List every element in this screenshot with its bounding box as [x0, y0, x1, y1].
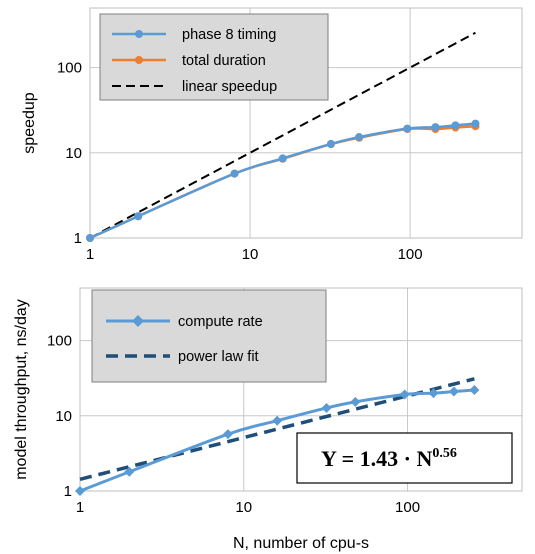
top-y-tick-label: 1 [74, 230, 82, 247]
legend-label-phase8: phase 8 timing [182, 27, 276, 43]
legend-marker-phase8 [135, 30, 143, 38]
top-tick-labels: 1 10 100 1 10 100 [57, 60, 423, 263]
bottom-series-layer [75, 377, 480, 496]
legend-label-powerlaw: power law fit [178, 349, 259, 365]
data-point-compute-rate [222, 429, 233, 440]
equation-box-frame [296, 432, 513, 484]
series-line-compute-rate [79, 388, 475, 493]
bot-y-tick-label: 1 [64, 483, 72, 500]
data-point-phase-8-timing [451, 121, 460, 130]
data-point-phase-8-timing [134, 212, 143, 221]
bot-y-tick-label: 100 [47, 333, 72, 350]
data-point-phase-8-timing [431, 123, 440, 132]
chart-bottom: 1 10 100 1 10 100 model throughput, ns/day N,… [13, 287, 523, 552]
data-point-phase-8-timing [355, 133, 364, 142]
data-point-compute-rate [350, 396, 361, 407]
data-point-compute-rate [448, 386, 459, 397]
legend-marker-compute [132, 315, 144, 327]
top-x-tick-label: 1 [86, 246, 94, 263]
equation-text: Y = 1.43 · N0.56 [321, 446, 457, 471]
chart-top: 1 10 100 1 10 100 speedup phase 8 timing tota… [21, 7, 523, 263]
data-point-phase-8-timing [326, 139, 335, 148]
data-point-compute-rate [75, 486, 85, 496]
bottom-y-axis-label: model throughput, ns/day [13, 299, 30, 480]
data-point-compute-rate [272, 415, 283, 426]
bottom-plot-frame [79, 287, 523, 492]
bottom-tick-labels: 1 10 100 1 10 100 [47, 333, 420, 516]
top-x-tick-label: 100 [398, 246, 423, 263]
top-y-tick-label: 10 [65, 145, 82, 162]
equation-exponent: 0.56 [432, 446, 457, 461]
bot-y-tick-label: 10 [55, 408, 72, 425]
data-point-compute-rate [428, 388, 439, 399]
bot-x-tick-label: 100 [395, 499, 420, 516]
legend-label-total: total duration [182, 53, 266, 69]
top-legend: phase 8 timing total duration linear spe… [99, 13, 329, 101]
data-point-phase-8-timing [403, 124, 412, 133]
data-point-compute-rate [399, 389, 410, 400]
data-point-phase-8-timing [278, 154, 287, 163]
legend-label-compute: compute rate [178, 314, 263, 330]
data-point-compute-rate [469, 385, 480, 396]
top-series-layer [86, 31, 480, 242]
data-point-phase-8-timing [86, 234, 94, 242]
data-point-compute-rate [124, 466, 135, 477]
series-line-phase-8-timing [89, 122, 476, 240]
top-x-tick-label: 10 [242, 246, 259, 263]
equation-box: Y = 1.43 · N0.56 [296, 432, 513, 484]
data-point-phase-8-timing [471, 119, 480, 128]
legend-label-linear: linear speedup [182, 79, 277, 95]
data-point-compute-rate [321, 402, 332, 413]
top-y-tick-label: 100 [57, 60, 82, 77]
series-line-power-law-fit [79, 377, 475, 482]
legend-marker-total [135, 56, 143, 64]
equation-prefix: Y = 1.43 · N [321, 446, 432, 471]
top-y-axis-label: speedup [21, 92, 38, 153]
series-line-total-duration [89, 124, 476, 240]
bottom-legend: compute rate power law fit [91, 289, 327, 383]
bot-x-tick-label: 10 [235, 499, 252, 516]
top-plot-frame [89, 7, 523, 239]
bot-x-tick-label: 1 [76, 499, 84, 516]
series-line-linear-speedup [89, 31, 476, 239]
bottom-x-axis-label: N, number of cpu-s [233, 535, 369, 552]
data-point-phase-8-timing [230, 169, 239, 178]
bottom-legend-box [91, 289, 327, 383]
